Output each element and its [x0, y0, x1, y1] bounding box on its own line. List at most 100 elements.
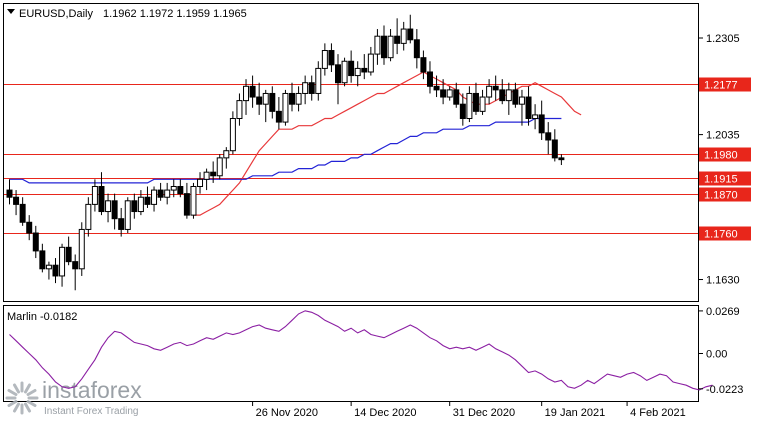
candle [321, 43, 328, 76]
candle [72, 254, 79, 291]
indicator-label: Marlin -0.0182 [7, 311, 77, 323]
candle [512, 82, 519, 108]
candle [459, 93, 466, 126]
candle [229, 111, 236, 155]
candle [328, 43, 335, 72]
ma-fast-line [193, 71, 582, 216]
candle [492, 75, 499, 101]
level-labels: 1.2177 1.1980 1.1915 1.1870 1.1760 [699, 77, 751, 241]
candle [446, 86, 453, 101]
level-label: 1.1870 [704, 190, 738, 202]
indicator-tick-label: 0.00 [706, 349, 727, 361]
indicator-axis: 0.0269 0.00 -0.0223 [698, 306, 743, 396]
candle [289, 82, 296, 112]
candle [243, 79, 250, 115]
candle [394, 18, 401, 55]
candle [558, 154, 565, 166]
candle [380, 25, 387, 65]
candle [453, 82, 460, 108]
candle [302, 75, 309, 105]
candle [197, 172, 204, 194]
candle [190, 182, 197, 219]
level-label: 1.1760 [704, 229, 738, 241]
candle [157, 182, 164, 201]
time-tick-label: 4 Feb 2021 [630, 407, 686, 419]
candle [236, 93, 243, 126]
candle [91, 179, 98, 212]
candle [348, 50, 355, 83]
candle [499, 79, 506, 105]
candle [177, 179, 184, 198]
time-tick-label: 26 Nov 2020 [256, 407, 318, 419]
indicator-tick-label: 0.0269 [706, 306, 740, 318]
indicator-tick-label: -0.0223 [706, 384, 743, 396]
candle [203, 168, 210, 191]
watermark-tagline: Instant Forex Trading [44, 406, 139, 417]
candle [505, 82, 512, 115]
candle [472, 82, 479, 115]
price-panel-frame [3, 3, 699, 302]
candle [144, 186, 151, 208]
candle [45, 261, 52, 280]
candle [39, 243, 46, 273]
candle [6, 179, 13, 205]
level-tag: 1.1980 [699, 147, 751, 162]
level-tag: 1.2177 [699, 77, 751, 92]
candle [137, 190, 144, 216]
candle [367, 46, 374, 76]
level-label: 1.2177 [704, 80, 738, 92]
candle [341, 57, 348, 87]
candle [32, 225, 39, 259]
candle [59, 243, 66, 287]
candle [525, 86, 532, 126]
candle [151, 186, 158, 212]
candle [545, 122, 552, 155]
candle [479, 89, 486, 115]
candle [420, 50, 427, 80]
ohlc-label: 1.1962 1.1972 1.1959 1.1965 [103, 8, 247, 20]
candle [98, 172, 105, 216]
candle [210, 161, 217, 183]
candle [486, 79, 493, 105]
candle [13, 190, 20, 216]
candle [262, 89, 269, 123]
candle [19, 197, 26, 226]
candle [387, 29, 394, 62]
symbol-label: EURUSD,Daily [19, 8, 93, 20]
level-tag: 1.1915 [699, 171, 751, 186]
candle [538, 100, 545, 140]
candle [216, 154, 223, 180]
candle [170, 179, 177, 198]
marlin-line [9, 310, 713, 391]
symbol-dropdown-icon[interactable] [7, 9, 15, 14]
candle [466, 86, 473, 123]
level-tag: 1.1870 [699, 187, 751, 202]
candle [223, 147, 230, 169]
candle [52, 258, 59, 284]
candle [249, 75, 256, 108]
time-tick-label: 31 Dec 2020 [453, 407, 515, 419]
candle [308, 75, 315, 101]
price-axis: 1.2305 1.2035 1.1630 [698, 33, 740, 287]
candle [183, 182, 190, 219]
candle [275, 97, 282, 130]
candle [164, 182, 171, 205]
indicator-panel-frame [3, 305, 699, 402]
candle [335, 54, 341, 105]
candle [131, 193, 138, 219]
instaforex-logo-icon [5, 381, 39, 415]
price-tick-label: 1.2035 [706, 130, 740, 142]
candle [315, 61, 322, 101]
candle [26, 215, 33, 241]
candle [440, 79, 447, 105]
candle [413, 29, 420, 69]
candle [433, 75, 440, 98]
candles [6, 14, 565, 291]
candle [269, 86, 276, 119]
level-label: 1.1980 [704, 150, 738, 162]
candle [111, 193, 118, 230]
watermark-brand: instaforex [42, 377, 142, 403]
time-tick-label: 19 Jan 2021 [545, 407, 606, 419]
instaforex-watermark: instaforex Instant Forex Trading [5, 377, 142, 417]
